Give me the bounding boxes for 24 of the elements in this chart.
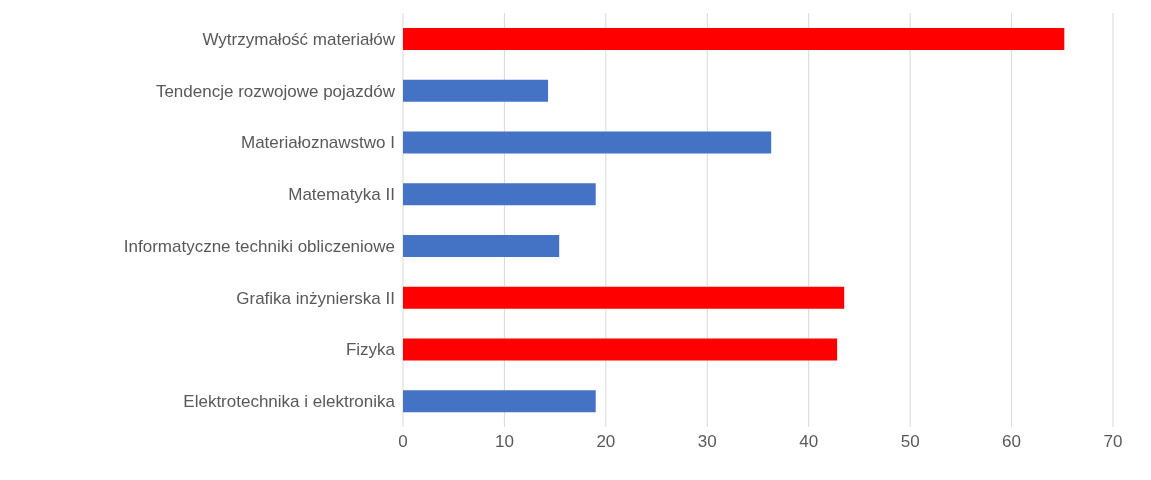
x-tick-label: 30: [697, 432, 717, 452]
y-tick-label: Informatyczne techniki obliczeniowe: [123, 236, 395, 256]
bar: [403, 338, 838, 361]
bar: [403, 131, 772, 154]
y-tick-label: Grafika inżynierska II: [236, 288, 395, 308]
x-tick-label: 40: [799, 432, 819, 452]
y-tick-label: Tendencje rozwojowe pojazdów: [155, 81, 396, 101]
x-tick-label: 0: [398, 432, 408, 452]
y-tick-label: Wytrzymałość materiałów: [202, 29, 396, 49]
y-tick-label: Matematyka II: [288, 185, 395, 205]
y-tick-label: Elektrotechnika i elektronika: [183, 392, 396, 412]
bar: [403, 79, 549, 102]
bar: [403, 28, 1065, 50]
bar: [403, 235, 560, 257]
y-tick-label: Fizyka: [345, 340, 396, 360]
bar: [403, 286, 845, 309]
y-tick-label: Materiałoznawstwo I: [240, 133, 395, 153]
x-tick-label: 60: [1002, 432, 1022, 452]
bar: [403, 183, 596, 206]
x-tick-label: 10: [494, 432, 514, 452]
x-tick-label: 70: [1103, 432, 1123, 452]
bar: [403, 390, 596, 413]
x-tick-label: 50: [900, 432, 920, 452]
x-tick-label: 20: [596, 432, 616, 452]
